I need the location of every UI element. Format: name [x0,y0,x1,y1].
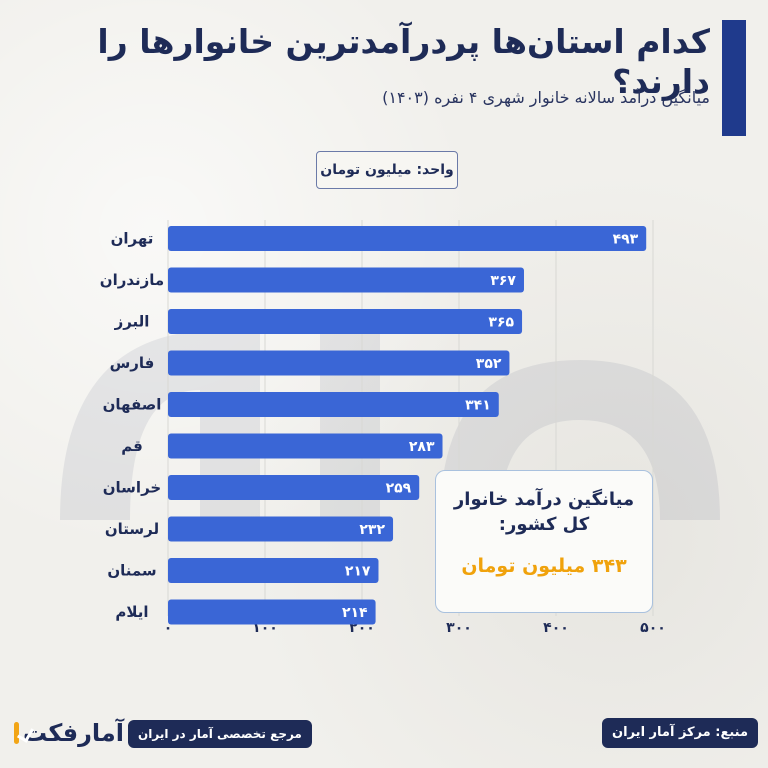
category-label: ایلام [115,603,148,621]
bar [168,433,443,459]
bar-value-label: ۲۳۲ [359,522,385,538]
national-average-value: ۳۴۳ میلیون تومان [461,555,627,578]
category-label: تهران [111,230,154,248]
category-label: فارس [110,354,155,372]
bar-value-label: ۳۵۲ [476,356,502,372]
x-tick-label: ۳۰۰ [446,620,472,636]
x-tick-label: ۰ [164,620,173,636]
category-label: سمنان [107,562,156,580]
bar-value-label: ۲۸۳ [409,439,435,455]
page-title: کدام استان‌ها پردرآمدترین خانوارها را دا… [97,22,710,101]
bar [168,267,524,293]
reference-badge: مرجع تخصصی آمار در ایران [128,720,312,748]
category-label: اصفهان [103,396,162,414]
bar-value-label: ۴۹۳ [613,232,639,248]
bar-value-label: ۲۵۹ [386,481,412,497]
title-accent-bar [722,20,746,136]
brand-logo-text: آمارفکت [23,719,124,747]
bar-value-label: ۳۶۷ [490,273,516,289]
category-label: خراسان [103,479,161,497]
x-tick-label: ۴۰۰ [543,620,569,636]
bar [168,475,420,500]
bar-value-label: ۲۱۷ [345,564,371,580]
national-average-title: میانگین درآمد خانوار کل کشور: [453,489,635,536]
category-label: مازندران [100,271,164,289]
bar-value-label: ۳۶۵ [488,315,514,331]
bar [168,516,394,542]
source-badge: منبع: مرکز آمار ایران [602,718,758,748]
bar-value-label: ۲۱۴ [342,605,368,621]
brand-logo-icon [14,722,19,744]
unit-label: واحد: میلیون تومان [316,151,458,189]
x-tick-label: ۵۰۰ [640,620,666,636]
bar [168,392,499,417]
bar [168,558,379,583]
page-subtitle: میانگین درآمد سالانه خانوار شهری ۴ نفره … [382,88,710,107]
bar [168,226,647,251]
national-average-box: میانگین درآمد خانوار کل کشور: ۳۴۳ میلیون… [435,470,653,613]
category-label: لرستان [105,520,159,538]
category-label: قم [121,437,143,455]
bar [168,350,510,376]
bar [168,599,376,625]
bar-value-label: ۳۴۱ [465,398,491,414]
bar [168,309,523,334]
category-label: البرز [114,313,150,331]
brand-logo[interactable]: آمارفکت [14,716,124,750]
